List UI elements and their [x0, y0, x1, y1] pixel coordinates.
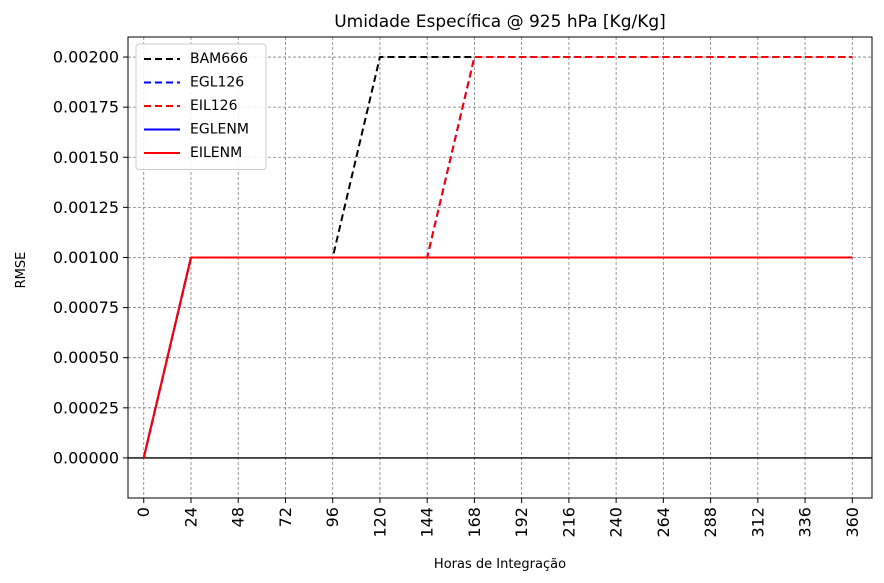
legend-label-bam666: BAM666: [190, 51, 248, 67]
x-tick-label: 360: [843, 507, 862, 538]
x-axis-label: Horas de Integração: [434, 557, 566, 572]
y-axis-label: RMSE: [14, 252, 29, 289]
x-tick-label: 240: [607, 507, 626, 538]
y-tick-label: 0.00125: [53, 198, 119, 217]
x-tick-label: 72: [276, 507, 295, 527]
y-tick-label: 0.00150: [53, 148, 119, 167]
y-tick-label: 0.00100: [53, 248, 119, 267]
y-tick-label: 0.00025: [53, 398, 119, 417]
x-tick-label: 120: [370, 507, 389, 538]
y-tick-label: 0.00200: [53, 48, 119, 67]
legend-label-egl126: EGL126: [190, 75, 244, 91]
y-tick-label: 0.00000: [53, 448, 119, 467]
y-tick-label: 0.00050: [53, 348, 119, 367]
legend-label-eilenm: EILENM: [190, 145, 242, 161]
legend-box: [135, 43, 267, 170]
x-tick-label: 312: [748, 507, 767, 538]
series-lines: [142, 56, 853, 459]
x-tick-label: 192: [512, 507, 531, 538]
y-tick-label: 0.00175: [53, 98, 119, 117]
x-tick-label: 96: [323, 507, 342, 527]
x-tick-label: 168: [465, 507, 484, 538]
plot-frame: [127, 36, 873, 499]
axis-ticks: 0 24 48 72 96 120 144 168 192 216 240 264 288 312 336 3…: [53, 48, 862, 538]
series-line-eilenm: [142, 256, 853, 459]
legend-label-eil126: EIL126: [190, 98, 238, 114]
x-tick-label: 24: [181, 507, 200, 527]
legend: BAM666 EGL126 EIL126 EGLENM EILENM: [135, 43, 267, 170]
x-tick-label: 336: [796, 507, 815, 538]
x-tick-label: 144: [418, 507, 437, 538]
chart-title: Umidade Específica @ 925 hPa [Kg/Kg]: [334, 12, 666, 32]
x-tick-label: 264: [654, 507, 673, 538]
x-tick-label: 48: [229, 507, 248, 527]
x-tick-label: 0: [134, 507, 153, 517]
x-tick-label: 288: [701, 507, 720, 538]
legend-label-eglenm: EGLENM: [190, 122, 249, 138]
x-tick-label: 216: [559, 507, 578, 538]
y-tick-label: 0.00075: [53, 298, 119, 317]
